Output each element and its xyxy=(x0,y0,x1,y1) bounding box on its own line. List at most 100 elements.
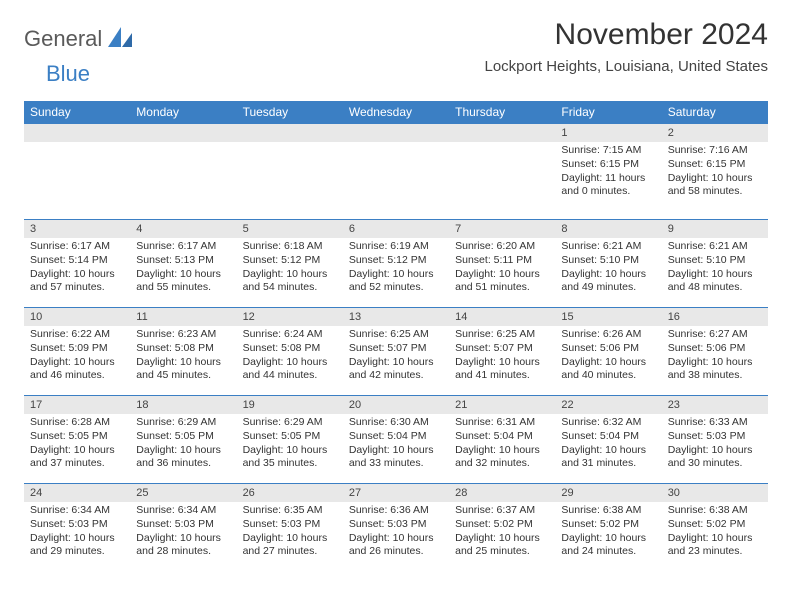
brand-logo: General xyxy=(24,26,134,52)
calendar-cell: 17Sunrise: 6:28 AMSunset: 5:05 PMDayligh… xyxy=(24,396,130,484)
day-number: 15 xyxy=(555,308,661,326)
calendar-header: Sunday Monday Tuesday Wednesday Thursday… xyxy=(24,101,768,124)
day-number: 2 xyxy=(662,124,768,142)
sunrise-text: Sunrise: 7:15 AM xyxy=(561,144,655,158)
calendar-cell: 29Sunrise: 6:38 AMSunset: 5:02 PMDayligh… xyxy=(555,484,661,572)
sunrise-text: Sunrise: 6:19 AM xyxy=(349,240,443,254)
day-number: 4 xyxy=(130,220,236,238)
day-body: Sunrise: 7:15 AMSunset: 6:15 PMDaylight:… xyxy=(555,142,661,203)
day-number: 8 xyxy=(555,220,661,238)
brand-text-general: General xyxy=(24,26,102,52)
day-body: Sunrise: 6:29 AMSunset: 5:05 PMDaylight:… xyxy=(237,414,343,475)
sunset-text: Sunset: 6:15 PM xyxy=(668,158,762,172)
calendar-week: 17Sunrise: 6:28 AMSunset: 5:05 PMDayligh… xyxy=(24,396,768,484)
sunset-text: Sunset: 5:11 PM xyxy=(455,254,549,268)
day-body xyxy=(24,142,130,148)
daylight-text: Daylight: 10 hours and 36 minutes. xyxy=(136,444,230,471)
calendar-table: Sunday Monday Tuesday Wednesday Thursday… xyxy=(24,101,768,572)
calendar-cell: 9Sunrise: 6:21 AMSunset: 5:10 PMDaylight… xyxy=(662,220,768,308)
sunset-text: Sunset: 5:02 PM xyxy=(668,518,762,532)
sunrise-text: Sunrise: 6:33 AM xyxy=(668,416,762,430)
weekday-header: Monday xyxy=(130,101,236,124)
calendar-cell: 4Sunrise: 6:17 AMSunset: 5:13 PMDaylight… xyxy=(130,220,236,308)
day-number: 3 xyxy=(24,220,130,238)
sunset-text: Sunset: 5:10 PM xyxy=(668,254,762,268)
calendar-cell: 7Sunrise: 6:20 AMSunset: 5:11 PMDaylight… xyxy=(449,220,555,308)
calendar-cell: 15Sunrise: 6:26 AMSunset: 5:06 PMDayligh… xyxy=(555,308,661,396)
sunrise-text: Sunrise: 6:31 AM xyxy=(455,416,549,430)
calendar-cell xyxy=(449,124,555,220)
sunset-text: Sunset: 5:05 PM xyxy=(243,430,337,444)
sunrise-text: Sunrise: 6:32 AM xyxy=(561,416,655,430)
calendar-cell: 3Sunrise: 6:17 AMSunset: 5:14 PMDaylight… xyxy=(24,220,130,308)
day-body: Sunrise: 6:38 AMSunset: 5:02 PMDaylight:… xyxy=(555,502,661,563)
calendar-cell: 23Sunrise: 6:33 AMSunset: 5:03 PMDayligh… xyxy=(662,396,768,484)
day-number: 13 xyxy=(343,308,449,326)
day-number: 25 xyxy=(130,484,236,502)
day-body: Sunrise: 6:37 AMSunset: 5:02 PMDaylight:… xyxy=(449,502,555,563)
daylight-text: Daylight: 10 hours and 44 minutes. xyxy=(243,356,337,383)
day-body: Sunrise: 6:34 AMSunset: 5:03 PMDaylight:… xyxy=(24,502,130,563)
daylight-text: Daylight: 10 hours and 35 minutes. xyxy=(243,444,337,471)
sunrise-text: Sunrise: 6:23 AM xyxy=(136,328,230,342)
calendar-cell: 14Sunrise: 6:25 AMSunset: 5:07 PMDayligh… xyxy=(449,308,555,396)
day-number: 6 xyxy=(343,220,449,238)
day-body: Sunrise: 6:25 AMSunset: 5:07 PMDaylight:… xyxy=(343,326,449,387)
day-number: 27 xyxy=(343,484,449,502)
day-number: 18 xyxy=(130,396,236,414)
day-number: 12 xyxy=(237,308,343,326)
sunrise-text: Sunrise: 6:22 AM xyxy=(30,328,124,342)
daylight-text: Daylight: 10 hours and 40 minutes. xyxy=(561,356,655,383)
day-number: 16 xyxy=(662,308,768,326)
sunrise-text: Sunrise: 6:34 AM xyxy=(136,504,230,518)
calendar-cell: 6Sunrise: 6:19 AMSunset: 5:12 PMDaylight… xyxy=(343,220,449,308)
daylight-text: Daylight: 10 hours and 52 minutes. xyxy=(349,268,443,295)
month-title: November 2024 xyxy=(485,18,769,52)
sunrise-text: Sunrise: 6:28 AM xyxy=(30,416,124,430)
daylight-text: Daylight: 10 hours and 42 minutes. xyxy=(349,356,443,383)
day-body: Sunrise: 6:20 AMSunset: 5:11 PMDaylight:… xyxy=(449,238,555,299)
calendar-cell: 27Sunrise: 6:36 AMSunset: 5:03 PMDayligh… xyxy=(343,484,449,572)
sunrise-text: Sunrise: 6:17 AM xyxy=(30,240,124,254)
calendar-cell: 2Sunrise: 7:16 AMSunset: 6:15 PMDaylight… xyxy=(662,124,768,220)
day-number: 17 xyxy=(24,396,130,414)
sunrise-text: Sunrise: 6:20 AM xyxy=(455,240,549,254)
day-body: Sunrise: 6:30 AMSunset: 5:04 PMDaylight:… xyxy=(343,414,449,475)
day-body: Sunrise: 6:32 AMSunset: 5:04 PMDaylight:… xyxy=(555,414,661,475)
day-number xyxy=(343,124,449,142)
sunset-text: Sunset: 5:03 PM xyxy=(668,430,762,444)
daylight-text: Daylight: 10 hours and 28 minutes. xyxy=(136,532,230,559)
sunset-text: Sunset: 5:03 PM xyxy=(136,518,230,532)
sunset-text: Sunset: 5:06 PM xyxy=(561,342,655,356)
day-body: Sunrise: 6:21 AMSunset: 5:10 PMDaylight:… xyxy=(662,238,768,299)
day-number: 9 xyxy=(662,220,768,238)
day-number: 26 xyxy=(237,484,343,502)
day-body: Sunrise: 6:25 AMSunset: 5:07 PMDaylight:… xyxy=(449,326,555,387)
weekday-header: Wednesday xyxy=(343,101,449,124)
day-number xyxy=(449,124,555,142)
calendar-cell xyxy=(237,124,343,220)
day-body: Sunrise: 6:17 AMSunset: 5:13 PMDaylight:… xyxy=(130,238,236,299)
day-number: 14 xyxy=(449,308,555,326)
daylight-text: Daylight: 10 hours and 27 minutes. xyxy=(243,532,337,559)
calendar-cell xyxy=(343,124,449,220)
brand-text-blue: Blue xyxy=(46,61,90,87)
sunrise-text: Sunrise: 6:18 AM xyxy=(243,240,337,254)
day-number: 10 xyxy=(24,308,130,326)
day-body: Sunrise: 6:19 AMSunset: 5:12 PMDaylight:… xyxy=(343,238,449,299)
sunset-text: Sunset: 5:09 PM xyxy=(30,342,124,356)
calendar-cell: 10Sunrise: 6:22 AMSunset: 5:09 PMDayligh… xyxy=(24,308,130,396)
day-body: Sunrise: 6:26 AMSunset: 5:06 PMDaylight:… xyxy=(555,326,661,387)
sunset-text: Sunset: 5:05 PM xyxy=(136,430,230,444)
calendar-body: 1Sunrise: 7:15 AMSunset: 6:15 PMDaylight… xyxy=(24,124,768,572)
day-body xyxy=(449,142,555,148)
calendar-cell: 21Sunrise: 6:31 AMSunset: 5:04 PMDayligh… xyxy=(449,396,555,484)
day-number: 5 xyxy=(237,220,343,238)
day-body: Sunrise: 6:24 AMSunset: 5:08 PMDaylight:… xyxy=(237,326,343,387)
daylight-text: Daylight: 10 hours and 29 minutes. xyxy=(30,532,124,559)
sunrise-text: Sunrise: 6:25 AM xyxy=(349,328,443,342)
weekday-header: Friday xyxy=(555,101,661,124)
sunrise-text: Sunrise: 6:30 AM xyxy=(349,416,443,430)
sunset-text: Sunset: 5:03 PM xyxy=(243,518,337,532)
sunrise-text: Sunrise: 6:34 AM xyxy=(30,504,124,518)
